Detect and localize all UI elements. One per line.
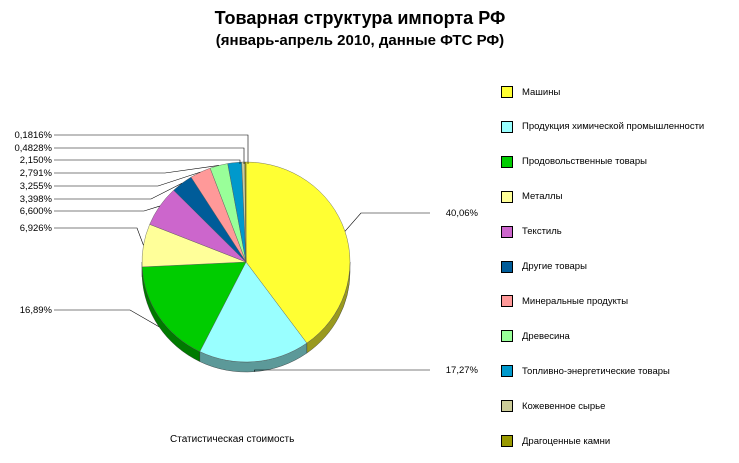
leader-line-9	[54, 159, 241, 164]
legend-swatch	[501, 330, 513, 343]
legend-label: Кожевенное сырье	[522, 400, 606, 412]
legend-swatch	[501, 295, 513, 308]
leader-line-2	[254, 369, 430, 372]
legend-swatch	[501, 435, 513, 447]
chart-title: Товарная структура импорта РФ	[214, 8, 506, 28]
legend-item-10: Кожевенное сырье	[501, 398, 737, 414]
leader-line-5	[54, 205, 160, 212]
leader-line-3	[54, 309, 160, 328]
data-label-3: 16,89%	[20, 305, 53, 316]
legend-label: Продовольственные товары	[522, 156, 647, 168]
legend-label: Продукция химической промышленности	[522, 121, 705, 133]
legend-swatch	[501, 260, 513, 273]
legend-label: Текстиль	[522, 226, 562, 238]
data-label-2: 17,27%	[446, 365, 479, 376]
pie-slice-3	[141, 261, 247, 352]
legend-label: Другие товары	[522, 261, 587, 272]
pie-slice-2	[199, 261, 308, 363]
legend-item-11: Драгоценные камни	[501, 433, 737, 449]
leader-line-6	[54, 182, 183, 200]
leader-line-1	[344, 212, 430, 232]
chart-subtitle: (январь-апрель 2010, данные ФТС РФ)	[215, 32, 505, 49]
data-label-5: 6,600%	[20, 206, 53, 217]
legend-swatch	[501, 400, 513, 413]
data-label-8: 2,791%	[20, 168, 53, 179]
data-label-11: 0,1816%	[14, 130, 52, 141]
pie-leader-lines	[54, 134, 430, 372]
legend-swatch	[501, 86, 513, 98]
pie-slice-1	[245, 161, 351, 344]
legend-swatch	[501, 365, 513, 378]
legend-label: Металлы	[522, 191, 563, 203]
chart-caption: Статистическая стоимость	[170, 434, 295, 445]
legend-label: Драгоценные камни	[522, 435, 611, 447]
legend-item-4: Металлы	[501, 189, 737, 205]
legend-swatch	[501, 120, 513, 133]
data-label-7: 3,255%	[20, 181, 53, 192]
data-label-9: 2,150%	[20, 155, 53, 166]
data-label-10: 0,4828%	[14, 143, 52, 154]
pie-slices	[141, 161, 351, 363]
legend-item-6: Другие товары	[501, 259, 737, 275]
legend-item-8: Древесина	[501, 328, 737, 344]
legend-label: Машины	[522, 86, 561, 98]
pie-data-labels: 40,06% 17,27% 16,89% 6,926% 6,600%3,398% 3,25…	[14, 130, 478, 376]
legend-swatch	[501, 225, 513, 238]
data-label-1: 40,06%	[446, 208, 479, 219]
legend-item-2: Продукция химической промышленности	[501, 119, 737, 135]
legend-label: Минеральные продукты	[522, 295, 629, 307]
legend-label: Топливно-энергетические товары	[522, 365, 670, 377]
legend-swatch	[501, 155, 513, 168]
leader-line-8	[54, 165, 219, 174]
legend-item-5: Текстиль	[501, 224, 737, 240]
data-label-4: 6,926%	[20, 223, 53, 234]
data-label-6: 3,398%	[20, 194, 53, 205]
leader-line-11	[54, 134, 249, 164]
legend-label: Древесина	[522, 330, 570, 342]
leader-line-4	[54, 227, 144, 246]
legend-item-7: Минеральные продукты	[501, 293, 737, 309]
legend-item-1: Машины	[501, 84, 737, 100]
leader-line-10	[54, 147, 245, 164]
legend-swatch	[501, 190, 513, 203]
pie-slice-11	[244, 161, 247, 263]
legend-item-9: Топливно-энергетические товары	[501, 363, 737, 379]
legend-item-3: Продовольственные товары	[501, 154, 737, 170]
leader-line-7	[54, 171, 201, 187]
